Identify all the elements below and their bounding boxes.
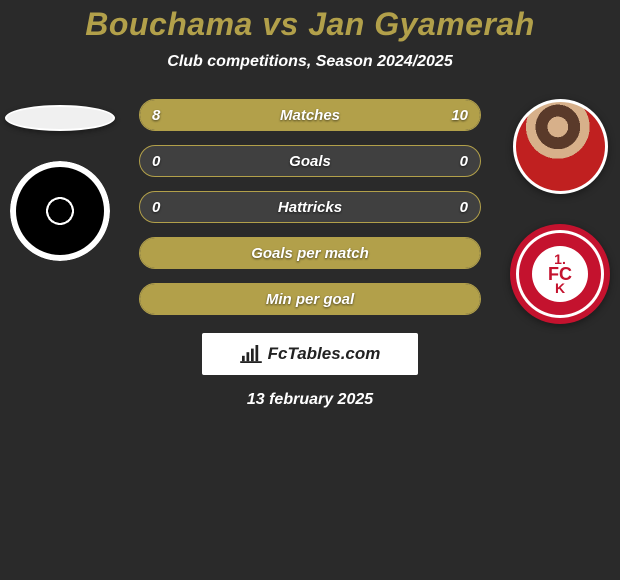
stat-bar: Goals per match bbox=[139, 237, 481, 269]
stat-label: Goals bbox=[140, 146, 480, 176]
club-badge-right: 1.FCK bbox=[510, 224, 610, 324]
watermark-text: FcTables.com bbox=[268, 344, 381, 364]
stat-bar: 00Goals bbox=[139, 145, 481, 177]
subtitle: Club competitions, Season 2024/2025 bbox=[0, 53, 620, 71]
right-player-column: 1.FCK bbox=[500, 93, 620, 324]
stat-bar: Min per goal bbox=[139, 283, 481, 315]
stat-label: Min per goal bbox=[140, 284, 480, 314]
stat-label: Hattricks bbox=[140, 192, 480, 222]
club-badge-left bbox=[10, 161, 110, 261]
stat-bar: 810Matches bbox=[139, 99, 481, 131]
stat-bars: 810Matches 00Goals 00Hattricks Goals per ma… bbox=[139, 93, 481, 315]
left-player-column bbox=[0, 93, 120, 261]
player-left-photo bbox=[5, 105, 115, 131]
comparison-stage: 1.FCK 810Matches 00Goals 00Hattricks Goals … bbox=[0, 93, 620, 409]
player-right-photo bbox=[513, 99, 608, 194]
page-title: Bouchama vs Jan Gyamerah bbox=[0, 6, 620, 43]
chart-icon bbox=[240, 345, 262, 363]
footer-date: 13 february 2025 bbox=[0, 391, 620, 409]
club-badge-right-text: 1.FCK bbox=[532, 246, 588, 302]
watermark: FcTables.com bbox=[202, 333, 418, 375]
stat-label: Goals per match bbox=[140, 238, 480, 268]
stat-label: Matches bbox=[140, 100, 480, 130]
stat-bar: 00Hattricks bbox=[139, 191, 481, 223]
